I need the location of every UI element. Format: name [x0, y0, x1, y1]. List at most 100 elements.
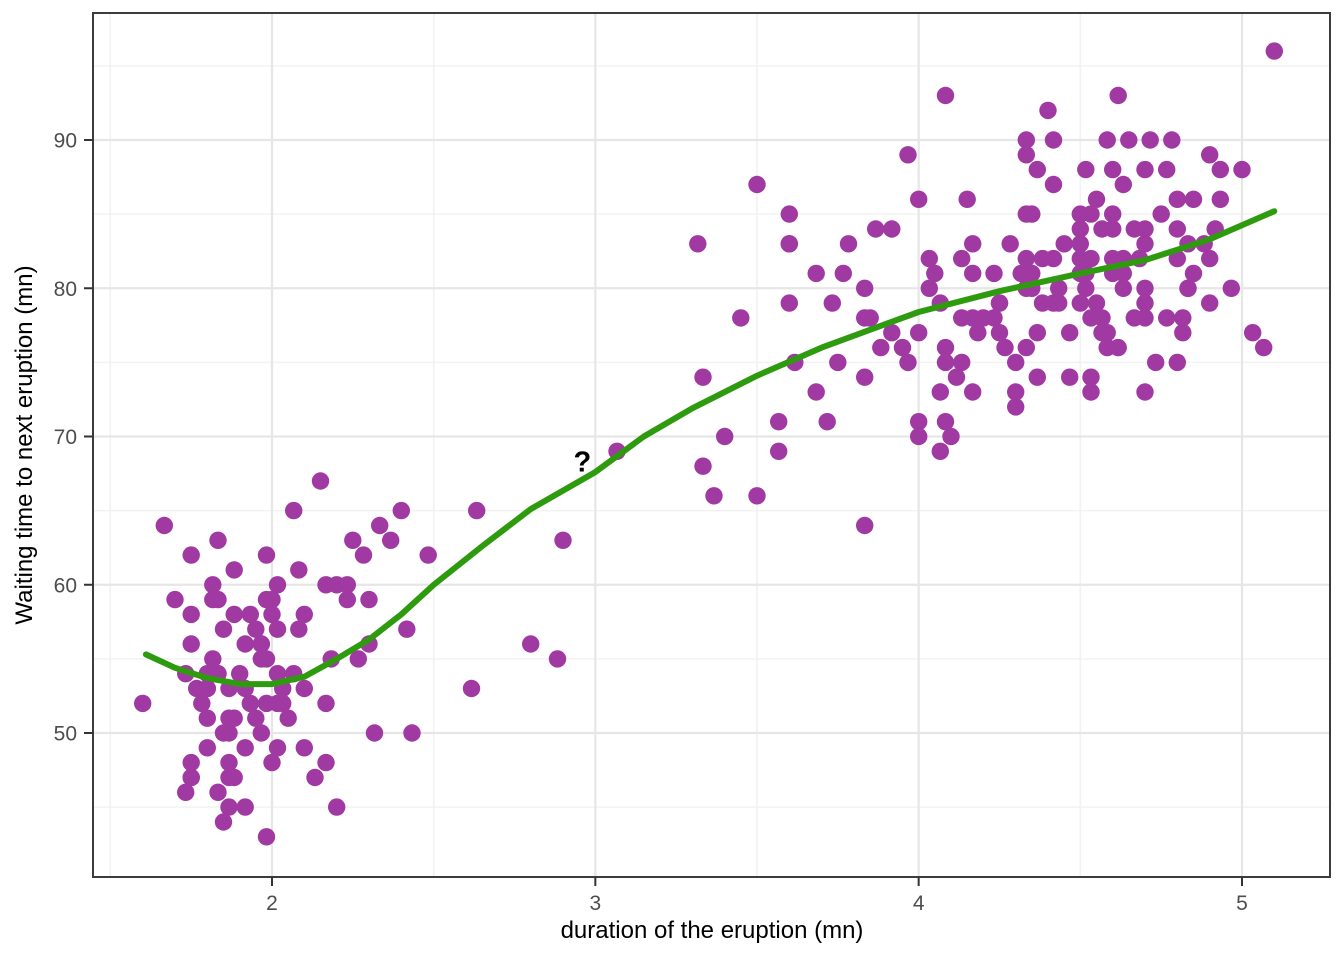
data-point [953, 353, 971, 372]
data-point [285, 501, 303, 520]
data-point [268, 665, 287, 683]
data-point [1077, 160, 1095, 179]
data-point [1087, 294, 1106, 312]
data-point [548, 650, 567, 668]
data-point [1028, 368, 1047, 386]
data-point [1168, 220, 1187, 238]
data-point [522, 635, 540, 653]
data-point [770, 413, 788, 431]
data-point [1174, 324, 1192, 342]
data-point [247, 709, 265, 727]
data-point [770, 442, 788, 460]
data-point [926, 264, 944, 283]
data-point [1125, 309, 1144, 327]
data-point [1017, 249, 1035, 268]
data-point [1109, 338, 1127, 357]
axis-tick-marks [84, 139, 1243, 886]
data-point [1098, 131, 1116, 149]
data-point [780, 235, 798, 253]
data-point [1114, 279, 1133, 297]
data-point [247, 620, 265, 638]
data-point [392, 501, 410, 520]
data-point [188, 679, 206, 698]
data-point [225, 605, 243, 624]
data-point [1071, 235, 1090, 253]
data-point [1109, 86, 1127, 105]
data-point [371, 516, 389, 535]
data-point [1087, 190, 1106, 208]
data-point [1007, 353, 1025, 372]
data-point [204, 576, 222, 594]
question-mark-annotation: ? [574, 447, 592, 479]
data-point [1136, 235, 1154, 253]
data-point [257, 694, 276, 713]
data-point [1179, 279, 1197, 297]
data-point [252, 635, 270, 653]
trend-line [142, 208, 1278, 688]
data-point [1007, 383, 1025, 401]
data-point [182, 546, 200, 564]
data-point [1001, 235, 1019, 253]
data-point [1141, 131, 1159, 149]
data-point [969, 324, 987, 342]
data-point [166, 590, 184, 609]
data-point [705, 487, 723, 505]
data-point [748, 175, 766, 194]
data-point [839, 235, 858, 253]
data-point [263, 605, 281, 624]
data-point [990, 294, 1009, 312]
data-point [1061, 324, 1079, 342]
data-point [1222, 279, 1241, 297]
data-point [1184, 190, 1203, 208]
data-point [732, 309, 750, 327]
data-point [1017, 131, 1035, 149]
data-point [182, 605, 200, 624]
data-point [990, 324, 1009, 342]
x-tick-label: 4 [913, 892, 925, 915]
data-point [311, 472, 330, 490]
data-point [856, 279, 874, 297]
data-point [360, 590, 378, 609]
data-point [872, 338, 890, 357]
data-point [279, 709, 297, 727]
data-point [1050, 279, 1068, 297]
data-point [893, 338, 912, 357]
data-point [856, 516, 874, 535]
data-point [328, 798, 346, 816]
data-point [1028, 324, 1047, 342]
data-point [214, 813, 233, 831]
data-point [198, 739, 216, 757]
data-point [1136, 220, 1154, 238]
data-point [1211, 190, 1230, 208]
data-point [1007, 398, 1025, 416]
data-point [942, 427, 960, 446]
data-point [1168, 190, 1187, 208]
data-point [931, 442, 949, 460]
data-point [1017, 205, 1035, 223]
data-point [1071, 294, 1090, 312]
data-point [290, 561, 308, 579]
data-point [182, 753, 200, 772]
data-point [257, 828, 276, 846]
data-point [198, 709, 216, 727]
data-point [257, 650, 276, 668]
data-point [694, 457, 712, 475]
data-point [1233, 160, 1251, 179]
data-point [1136, 294, 1154, 312]
data-point [953, 249, 971, 268]
data-point [936, 353, 955, 372]
data-point [1071, 220, 1090, 238]
data-point [338, 576, 356, 594]
x-axis-title: duration of the eruption (mn) [561, 917, 864, 944]
data-point [220, 798, 238, 816]
data-point [241, 605, 259, 624]
data-point [1082, 383, 1100, 401]
data-point [274, 694, 292, 713]
data-point [134, 694, 152, 713]
data-point [290, 620, 308, 638]
data-point [1023, 264, 1041, 283]
data-point [419, 546, 437, 564]
x-tick-label: 5 [1236, 892, 1248, 915]
data-point [883, 220, 901, 238]
